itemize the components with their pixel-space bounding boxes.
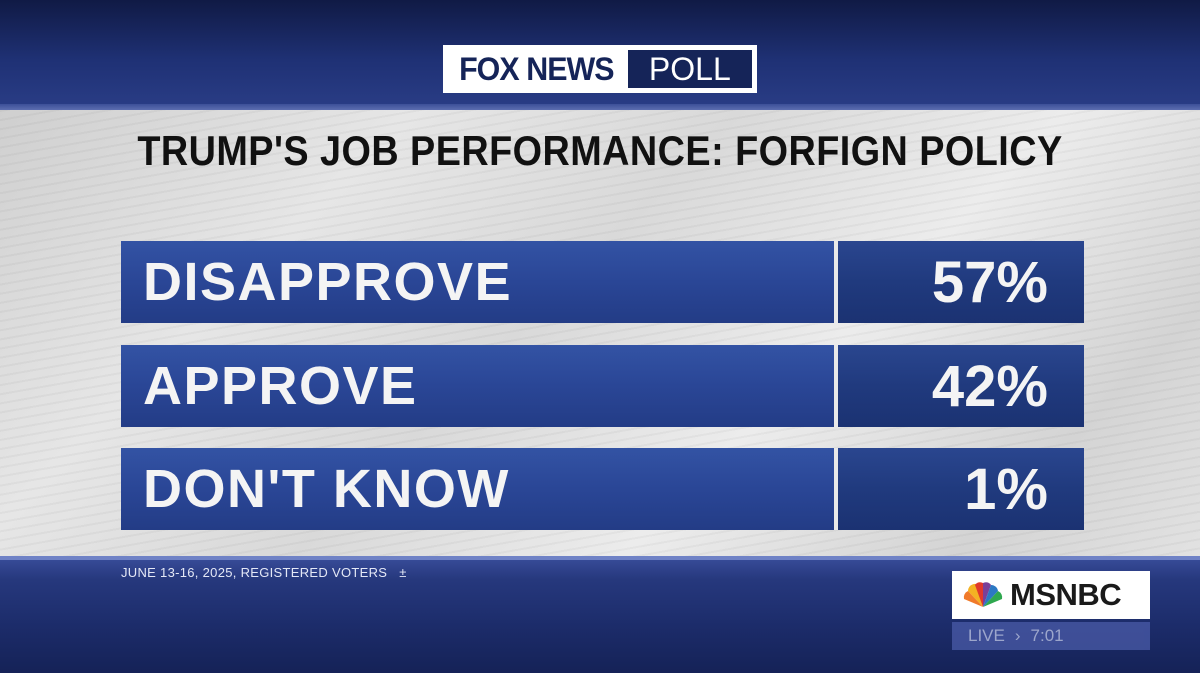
graphic-title: TRUMP'S JOB PERFORMANCE: FORFIGN POLICY — [137, 127, 1063, 174]
result-label: APPROVE — [121, 345, 834, 427]
result-row-dont-know: DON'T KNOW 1% — [121, 448, 1084, 530]
live-label: LIVE — [968, 626, 1005, 645]
result-value: 42% — [838, 345, 1084, 427]
msnbc-bug: MSNBC — [952, 571, 1150, 619]
footnote-text: JUNE 13-16, 2025, REGISTERED VOTERS — [121, 564, 388, 580]
result-row-disapprove: DISAPPROVE 57% — [121, 241, 1084, 323]
network-name: MSNBC — [1010, 577, 1122, 612]
divider — [834, 448, 838, 530]
result-label: DON'T KNOW — [121, 448, 834, 530]
live-indicator: LIVE › 7:01 — [952, 622, 1150, 650]
fox-news-poll-logo: FOX NEWS POLL — [443, 45, 757, 93]
broadcast-time: 7:01 — [1030, 626, 1064, 645]
result-value: 1% — [838, 448, 1084, 530]
logo-brand: FOX NEWS — [449, 47, 624, 91]
result-row-approve: APPROVE 42% — [121, 345, 1084, 427]
logo-sub: POLL — [627, 50, 752, 88]
divider — [834, 345, 838, 427]
result-value: 57% — [838, 241, 1084, 323]
source-footnote: JUNE 13-16, 2025, REGISTERED VOTERS ± — [121, 562, 407, 582]
peacock-icon — [963, 582, 1003, 607]
arrow-icon: › — [1014, 626, 1021, 645]
result-label: DISAPPROVE — [121, 241, 834, 323]
divider — [834, 241, 838, 323]
margin-of-error-symbol: ± — [399, 564, 407, 580]
